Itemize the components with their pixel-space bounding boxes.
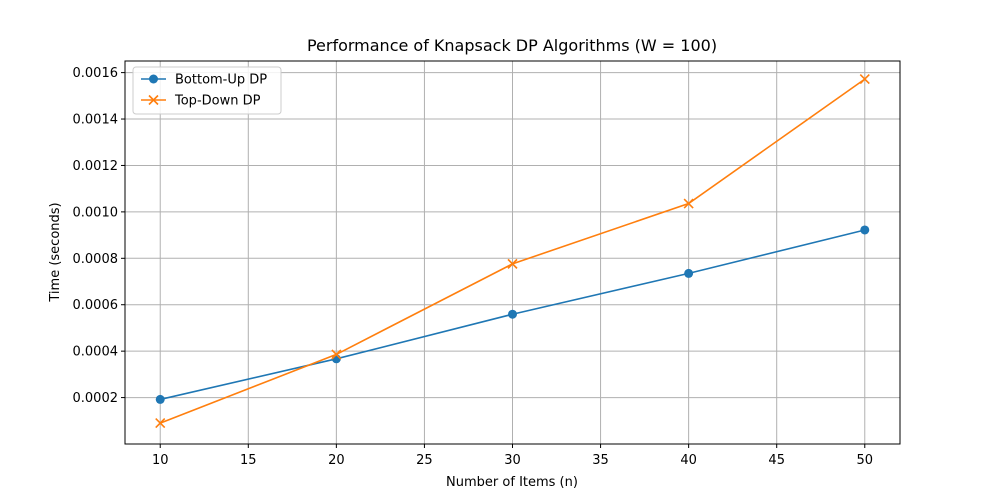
data-point-bottom-up-dp [684,268,694,278]
data-point-top-down-dp [507,258,518,269]
series-layer [155,74,870,429]
data-point-bottom-up-dp [860,225,870,235]
x-tick-label: 10 [152,453,169,468]
y-tick-label: 0.0016 [73,66,119,81]
x-tick-label: 25 [416,453,433,468]
data-point-top-down-dp [859,74,870,85]
data-point-top-down-dp [331,349,342,360]
y-tick-label: 0.0010 [73,205,119,220]
series-top-down-dp [155,74,870,429]
legend-marker [148,94,159,106]
grid [125,61,900,444]
y-tick-label: 0.0008 [73,252,119,267]
y-tick-label: 0.0002 [73,391,119,406]
data-point-bottom-up-dp [508,309,517,319]
y-axis-label: Time (seconds) [48,202,63,302]
y-tick-label: 0.0012 [73,159,119,174]
x-tick-label: 20 [328,453,345,468]
x-tick-label: 15 [240,453,257,468]
x-tick-label: 30 [504,453,521,468]
legend-item-top-down-dp: Top-Down DP [141,94,261,109]
data-point-top-down-dp [683,198,694,209]
legend-label: Bottom-Up DP [175,73,267,88]
x-axis-label: Number of Items (n) [446,475,578,490]
y-tick-label: 0.0004 [73,345,119,360]
y-tick-label: 0.0014 [73,113,119,128]
data-point-bottom-up-dp [155,394,165,404]
x-tick-label: 35 [592,453,609,468]
x-tick-label: 50 [856,453,873,468]
legend-label: Top-Down DP [174,94,261,109]
legend-marker [149,74,158,84]
legend-item-bottom-up-dp: Bottom-Up DP [141,73,267,88]
x-tick-label: 40 [680,453,697,468]
legend-box [132,66,282,115]
legend: Bottom-Up DP Top-Down DP [132,66,282,115]
x-tick-label: 45 [768,453,785,468]
y-tick-label: 0.0006 [73,298,119,313]
chart-title: Performance of Knapsack DP Algorithms (W… [307,36,717,55]
data-point-top-down-dp [155,418,166,429]
x-axis: 10 15 20 25 30 35 40 45 50 [152,444,873,468]
y-axis: 0.0002 0.0004 0.0006 0.0008 0.0010 0.0012 0.00… [73,66,125,406]
